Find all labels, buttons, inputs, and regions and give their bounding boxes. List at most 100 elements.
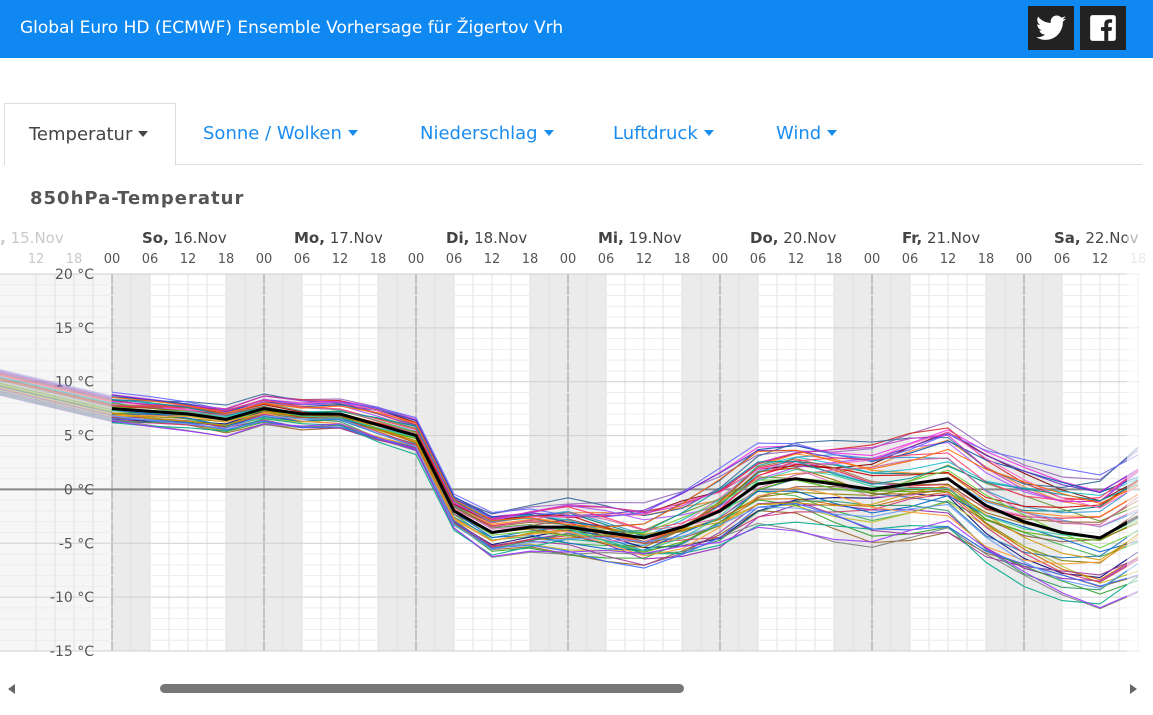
tab-label: Niederschlag bbox=[420, 123, 538, 144]
ensemble-member-line bbox=[111, 393, 1139, 517]
hour-tick-label: 00 bbox=[408, 252, 425, 267]
ensemble-history-line bbox=[0, 378, 113, 407]
ensemble-history-line bbox=[0, 393, 113, 422]
ensemble-history-line bbox=[0, 382, 113, 410]
ensemble-member-line bbox=[111, 412, 1139, 581]
caret-down-icon bbox=[827, 130, 838, 136]
y-tick-label: -5 °C bbox=[59, 536, 94, 552]
hour-tick-label: 00 bbox=[104, 252, 121, 267]
temperature-chart[interactable]: 20 °C 15 °C 10 °C 5 °C 0 °C -5 °C -10 °C -15 °C… bbox=[0, 225, 1153, 670]
day-label-date: 15.Nov bbox=[6, 229, 64, 247]
ensemble-member-line bbox=[111, 414, 1139, 589]
hour-tick-label: 06 bbox=[446, 252, 463, 267]
y-tick-label: -15 °C bbox=[50, 644, 94, 660]
hour-tick-label: 00 bbox=[560, 252, 577, 267]
ensemble-member-line bbox=[111, 396, 1139, 528]
hour-tick-label: 12 bbox=[180, 252, 197, 267]
caret-down-icon bbox=[138, 131, 149, 137]
hour-tick-label: 18 bbox=[674, 252, 691, 267]
facebook-icon bbox=[1090, 15, 1116, 41]
y-tick-label: 20 °C bbox=[55, 267, 94, 283]
tab-sonne-wolken[interactable]: Sonne / Wolken bbox=[203, 103, 358, 165]
ensemble-history-line bbox=[0, 391, 113, 419]
ensemble-history-line bbox=[0, 378, 113, 406]
hour-tick-label: 18 bbox=[370, 252, 387, 267]
ensemble-member-line bbox=[111, 420, 1139, 609]
y-tick-label: 10 °C bbox=[55, 375, 94, 391]
page-header: Global Euro HD (ECMWF) Ensemble Vorhersa… bbox=[0, 0, 1153, 58]
ensemble-history-line bbox=[0, 389, 113, 418]
ensemble-history-line bbox=[0, 392, 113, 421]
right-fade bbox=[1127, 225, 1153, 670]
ensemble-history-line bbox=[0, 379, 113, 408]
ensemble-history-line bbox=[0, 383, 113, 412]
day-label: Mi, 19.Nov bbox=[598, 229, 682, 247]
day-label-weekday: Mo, bbox=[294, 229, 325, 247]
day-label-weekday: a, bbox=[0, 229, 6, 247]
facebook-share-button[interactable] bbox=[1080, 6, 1126, 50]
ensemble-history-line bbox=[0, 376, 113, 404]
hour-tick-label: 06 bbox=[598, 252, 615, 267]
page-title: Global Euro HD (ECMWF) Ensemble Vorhersa… bbox=[20, 18, 564, 38]
twitter-share-button[interactable] bbox=[1028, 6, 1074, 50]
ensemble-history-line bbox=[0, 380, 113, 408]
ensemble-member-line bbox=[111, 391, 1139, 518]
hour-tick-label: 18 bbox=[978, 252, 995, 267]
ensemble-history-line bbox=[0, 390, 113, 418]
ensemble-member-line bbox=[111, 412, 1139, 591]
day-label-date: 19.Nov bbox=[624, 229, 682, 247]
tab-niederschlag[interactable]: Niederschlag bbox=[420, 103, 554, 165]
ensemble-history-line bbox=[0, 374, 113, 402]
hour-tick-label: 18 bbox=[522, 252, 539, 267]
day-label-date: 16.Nov bbox=[169, 229, 227, 247]
scroll-left-arrow-icon[interactable] bbox=[8, 684, 15, 694]
day-label-date: 21.Nov bbox=[922, 229, 980, 247]
horizontal-scrollbar[interactable] bbox=[0, 680, 1145, 698]
ensemble-history-line bbox=[0, 387, 113, 416]
ensemble-history-line bbox=[0, 386, 113, 414]
scroll-right-arrow-icon[interactable] bbox=[1130, 684, 1137, 694]
hour-tick-label: 12 bbox=[332, 252, 349, 267]
caret-down-icon bbox=[347, 130, 358, 136]
tab-label: Temperatur bbox=[29, 124, 133, 145]
ensemble-history-line bbox=[0, 389, 113, 417]
hour-tick-label: 12 bbox=[28, 252, 45, 267]
day-label: Fr, 21.Nov bbox=[902, 229, 980, 247]
tab-label: Wind bbox=[776, 123, 822, 144]
ensemble-history-line bbox=[0, 384, 113, 413]
hour-tick-label: 12 bbox=[636, 252, 653, 267]
day-label: Mo, 17.Nov bbox=[294, 229, 383, 247]
ensemble-history-line bbox=[0, 379, 113, 407]
tab-wind[interactable]: Wind bbox=[776, 103, 838, 165]
tab-temperatur[interactable]: Temperatur bbox=[4, 103, 176, 166]
ensemble-history-line bbox=[0, 371, 113, 399]
day-label: So, 16.Nov bbox=[142, 229, 227, 247]
ensemble-history-line bbox=[0, 376, 113, 404]
hour-tick-label: 12 bbox=[940, 252, 957, 267]
ensemble-history-line bbox=[0, 382, 113, 411]
caret-down-icon bbox=[703, 130, 714, 136]
hour-tick-label: 18 bbox=[826, 252, 843, 267]
hour-tick-label: 06 bbox=[1054, 252, 1071, 267]
ensemble-history-line bbox=[0, 390, 113, 419]
day-label-weekday: Mi, bbox=[598, 229, 624, 247]
day-label-date: 18.Nov bbox=[469, 229, 527, 247]
hour-tick-label: 18 bbox=[66, 252, 83, 267]
ensemble-history-line bbox=[0, 371, 113, 400]
ensemble-history-line bbox=[0, 373, 113, 402]
ensemble-history-line bbox=[0, 370, 113, 399]
tab-bar: Temperatur Sonne / Wolken Niederschlag L… bbox=[4, 103, 1142, 166]
tab-luftdruck[interactable]: Luftdruck bbox=[613, 103, 714, 165]
scroll-thumb[interactable] bbox=[160, 684, 684, 693]
day-label-weekday: So, bbox=[142, 229, 169, 247]
ensemble-history-line bbox=[0, 376, 113, 405]
ensemble-history-line bbox=[0, 386, 113, 415]
hour-tick-label: 06 bbox=[902, 252, 919, 267]
day-label-weekday: Fr, bbox=[902, 229, 922, 247]
hour-tick-label: 12 bbox=[484, 252, 501, 267]
ensemble-history-line bbox=[0, 377, 113, 406]
hour-tick-label: 06 bbox=[750, 252, 767, 267]
ensemble-member-line bbox=[111, 419, 1139, 610]
ensemble-history-line bbox=[0, 373, 113, 401]
ensemble-history-line bbox=[0, 380, 113, 409]
